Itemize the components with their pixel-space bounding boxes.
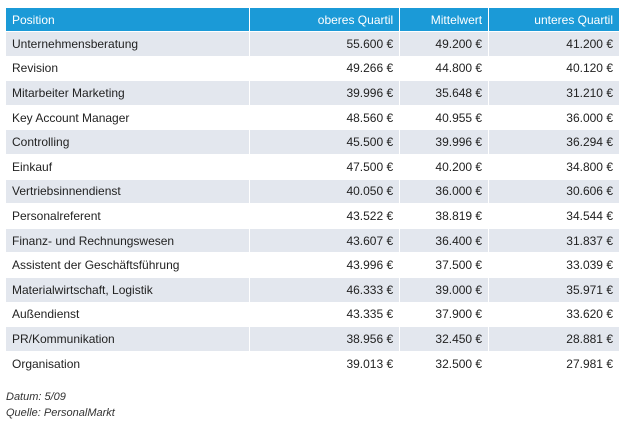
salary-cell: 44.800 € [399,55,490,81]
table-row: PR/Kommunikation 38.956 €32.450 €28.881 € [6,326,620,352]
salary-cell: 34.544 € [488,203,620,229]
position-cell: Unternehmensberatung [6,31,251,57]
salary-cell: 38.956 € [249,326,401,352]
salary-cell: 43.607 € [249,227,401,253]
table-row: Einkauf 47.500 €40.200 €34.800 € [6,153,620,180]
salary-table: Position oberes Quartil Mittelwert unteres … [6,8,620,376]
salary-cell: 28.881 € [488,326,620,352]
table-row: Mitarbeiter Marketing 39.996 €35.648 €31.… [6,80,620,106]
table-row: Vertriebsinnendienst 40.050 €36.000 €30.6… [6,178,620,204]
position-cell: Vertriebsinnendienst [6,178,251,204]
table-row: Finanz- und Rechnungswesen 43.607 €36.400… [6,227,620,253]
table-row: Assistent der Geschäftsführung 43.996 €37… [6,252,620,278]
table-row: Außendienst 43.335 €37.900 €33.620 € [6,301,620,327]
table-row: Revision 49.266 €44.800 €40.120 € [6,55,620,81]
position-cell: Einkauf [6,153,251,180]
salary-cell: 36.294 € [488,129,620,155]
position-cell: Controlling [6,129,251,155]
salary-cell: 31.837 € [488,227,620,253]
table-row: Materialwirtschaft, Logistik 46.333 €39.0… [6,276,620,303]
position-cell: PR/Kommunikation [6,326,251,352]
table-row: Organisation 39.013 €32.500 €27.981 € [6,350,620,376]
salary-cell: 27.981 € [488,350,620,376]
salary-cell: 35.648 € [399,80,490,106]
salary-cell: 40.955 € [399,104,490,130]
salary-cell: 48.560 € [249,104,401,130]
position-cell: Key Account Manager [6,104,251,130]
position-cell: Personalreferent [6,203,251,229]
salary-cell: 45.500 € [249,129,401,155]
table-row: Personalreferent 43.522 €38.819 €34.544 € [6,203,620,229]
salary-cell: 40.050 € [249,178,401,204]
salary-cell: 35.971 € [488,276,620,303]
salary-cell: 43.522 € [249,203,401,229]
table-row: Key Account Manager 48.560 €40.955 €36.00… [6,104,620,130]
salary-cell: 36.000 € [488,104,620,130]
column-header: unteres Quartil [488,8,620,32]
salary-cell: 39.013 € [249,350,401,376]
salary-cell: 33.039 € [488,252,620,278]
salary-cell: 41.200 € [488,31,620,57]
salary-cell: 32.500 € [399,350,490,376]
salary-cell: 33.620 € [488,301,620,327]
position-cell: Organisation [6,350,251,376]
table-row: Unternehmensberatung 55.600 €49.200 €41.2… [6,31,620,57]
salary-cell: 49.266 € [249,55,401,81]
salary-cell: 46.333 € [249,276,401,303]
header-row: Position oberes Quartil Mittelwert unteres … [6,8,620,32]
salary-cell: 37.900 € [399,301,490,327]
position-cell: Materialwirtschaft, Logistik [6,276,251,303]
salary-cell: 40.200 € [399,153,490,180]
salary-cell: 36.000 € [399,178,490,204]
salary-cell: 34.800 € [488,153,620,180]
salary-cell: 55.600 € [249,31,401,57]
table-row: Controlling 45.500 €39.996 €36.294 € [6,129,620,155]
column-header: Mittelwert [399,8,490,32]
salary-cell: 37.500 € [399,252,490,278]
position-cell: Finanz- und Rechnungswesen [6,227,251,253]
column-header: Position [6,8,251,32]
position-cell: Mitarbeiter Marketing [6,80,251,106]
salary-cell: 39.996 € [399,129,490,155]
salary-cell: 32.450 € [399,326,490,352]
salary-cell: 39.000 € [399,276,490,303]
salary-cell: 47.500 € [249,153,401,180]
salary-cell: 39.996 € [249,80,401,106]
salary-cell: 36.400 € [399,227,490,253]
salary-cell: 43.335 € [249,301,401,327]
salary-cell: 49.200 € [399,31,490,57]
salary-cell: 43.996 € [249,252,401,278]
position-cell: Außendienst [6,301,251,327]
position-cell: Revision [6,55,251,81]
salary-cell: 31.210 € [488,80,620,106]
source-note: Quelle: PersonalMarkt [6,407,115,419]
salary-cell: 30.606 € [488,178,620,204]
salary-cell: 38.819 € [399,203,490,229]
salary-cell: 40.120 € [488,55,620,81]
date-note: Datum: 5/09 [6,391,66,403]
column-header: oberes Quartil [249,8,401,32]
position-cell: Assistent der Geschäftsführung [6,252,251,278]
